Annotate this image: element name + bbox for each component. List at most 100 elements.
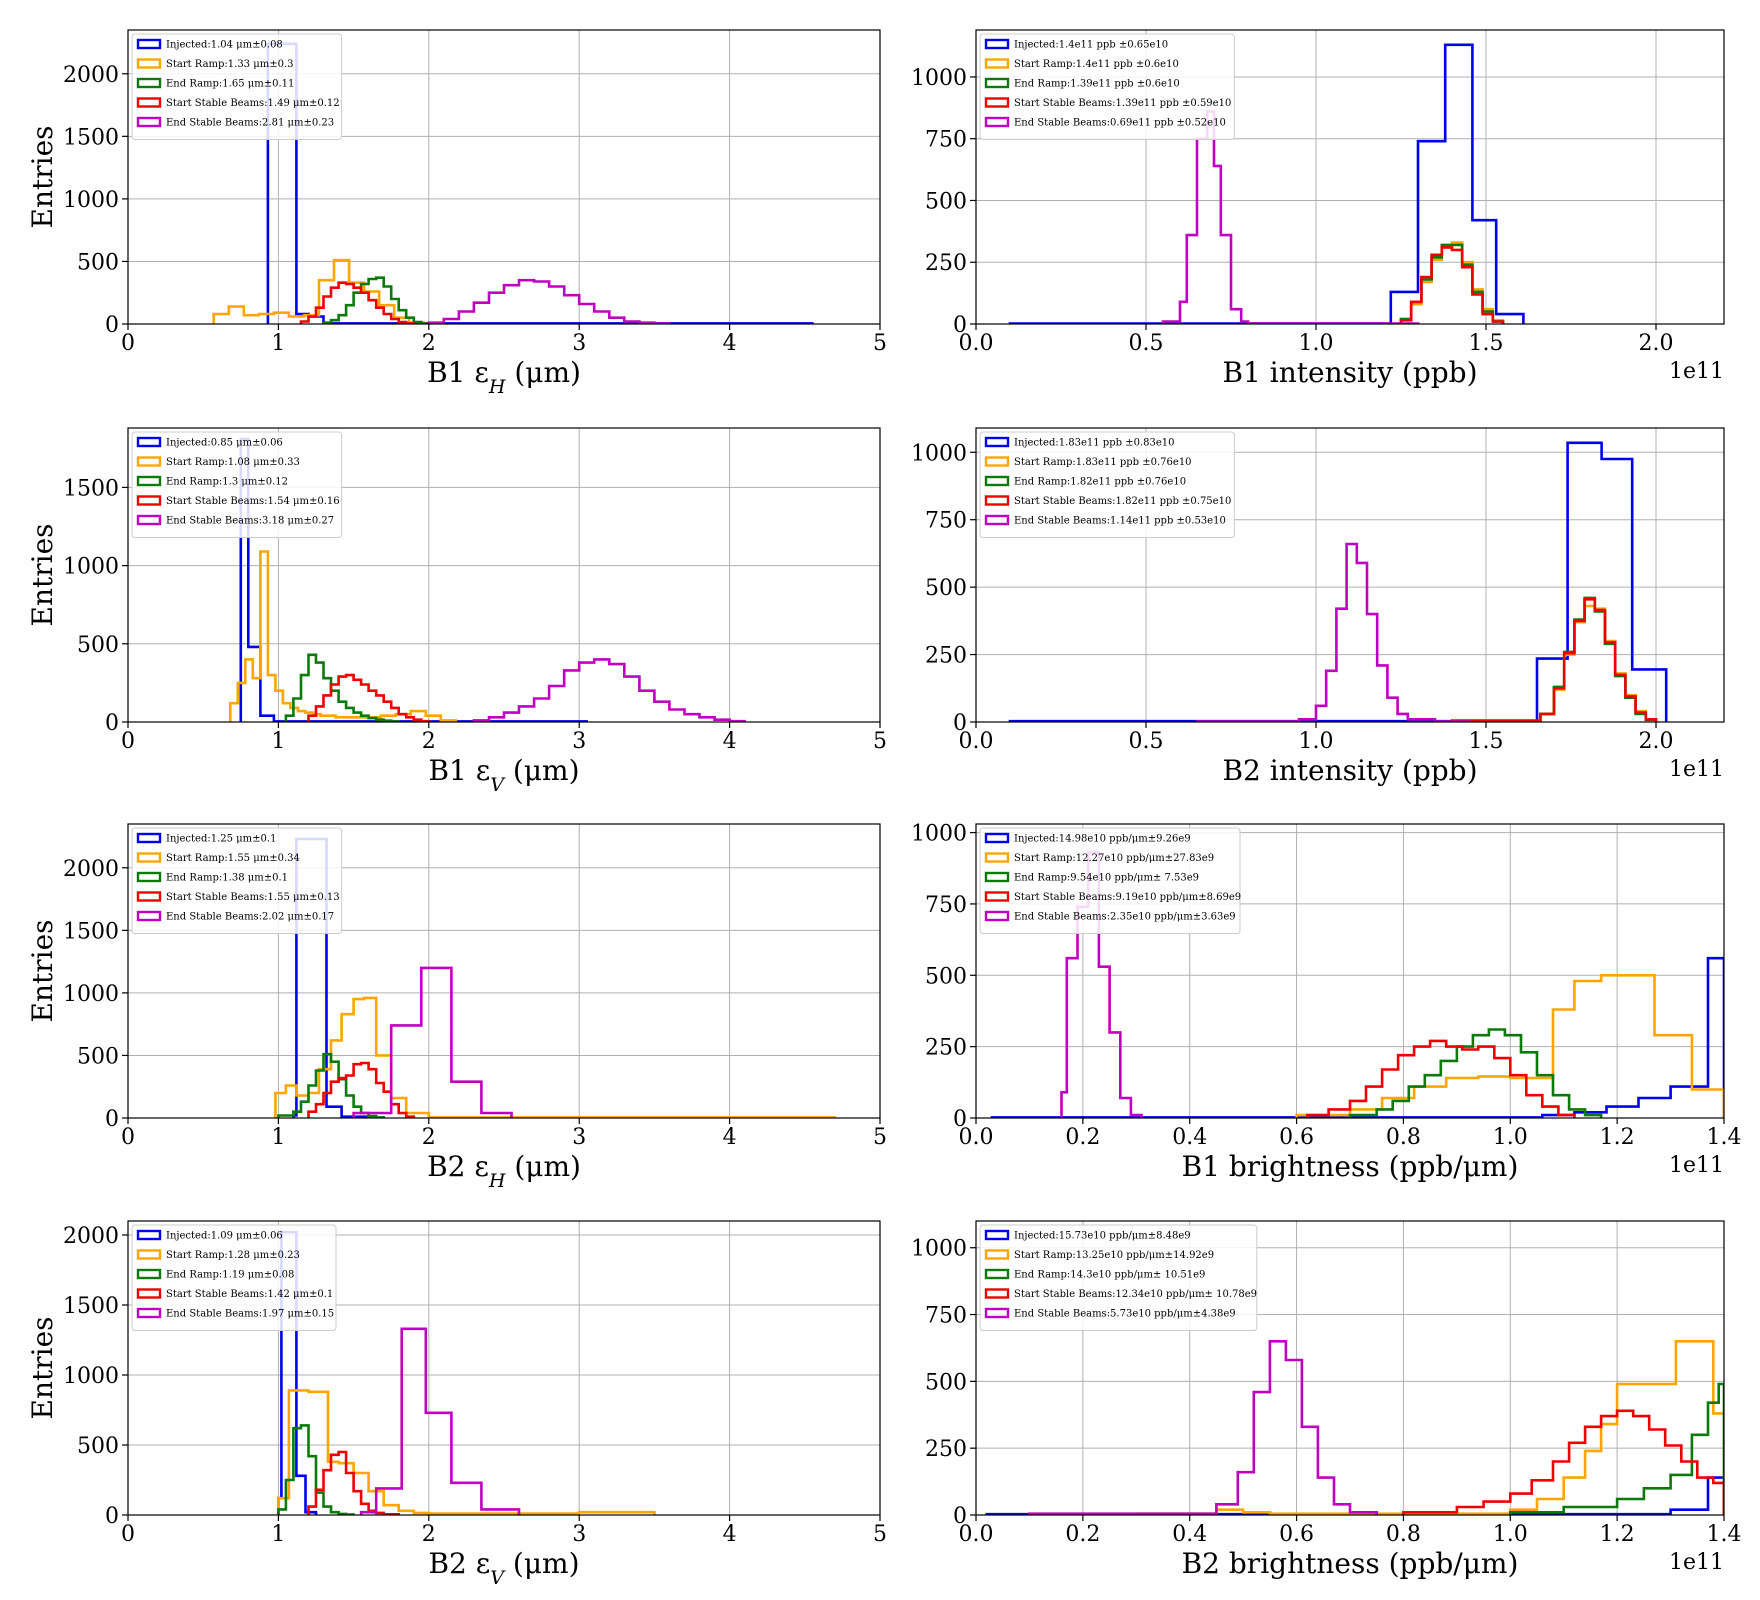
- legend-swatch: [984, 116, 1010, 128]
- histogram-series-end-stable-beams: [352, 966, 513, 1118]
- legend-swatch: [984, 97, 1010, 108]
- histogram-series-end-stable-beams: [1028, 1340, 1378, 1515]
- legend-entry: Start Stable Beams:1.49 μm±0.12: [166, 98, 340, 109]
- legend-entry: End Stable Beams:2.35e10 ppb/μm±3.63e9: [1014, 912, 1236, 923]
- legend-swatch: [136, 832, 162, 844]
- y-tick-label: 1000: [911, 66, 967, 91]
- legend-swatch: [136, 514, 162, 526]
- histogram-series-end-stable-beams: [427, 278, 671, 324]
- y-tick-label: 250: [925, 644, 967, 669]
- x-tick-label: 4: [723, 1125, 737, 1150]
- x-tick-label: 0.5: [1129, 331, 1164, 356]
- legend-entry: Start Ramp:1.33 μm±0.3: [166, 59, 294, 70]
- series-group: [274, 837, 837, 1118]
- y-tick-label: 1000: [911, 822, 967, 847]
- x-axis-label: B1 intensity (ppb): [1222, 356, 1477, 389]
- y-tick-label: 0: [953, 313, 967, 338]
- legend-entry: End Ramp:9.54e10 ppb/μm± 7.53e9: [1014, 873, 1199, 884]
- y-tick-label: 2000: [63, 857, 119, 882]
- x-axis-label: B1 brightness (ppb/μm): [1182, 1150, 1519, 1183]
- x-tick-label: 1.2: [1600, 1125, 1635, 1150]
- x-tick-label: 1.4: [1707, 1125, 1742, 1150]
- legend-entry: Start Stable Beams:1.42 μm±0.1: [166, 1289, 333, 1300]
- y-tick-label: 1000: [63, 188, 119, 213]
- legend-entry: Start Stable Beams:1.55 μm±0.13: [166, 892, 340, 903]
- legend-box: [979, 1224, 1258, 1331]
- y-tick-label: 250: [925, 1437, 967, 1462]
- legend-swatch: [136, 871, 162, 883]
- x-tick-label: 0: [121, 331, 135, 356]
- x-tick-label: 1: [271, 331, 285, 356]
- legend-box: [979, 827, 1241, 934]
- x-tick-label: 3: [572, 729, 586, 754]
- axes-frame: [975, 823, 1725, 1119]
- y-tick-label: 500: [925, 189, 967, 214]
- y-tick-label: 500: [925, 964, 967, 989]
- y-tick-label: 250: [925, 251, 967, 276]
- y-axis-label: Entries: [26, 125, 59, 228]
- series-group: [1008, 441, 1668, 722]
- chart-panel-b1-eh: 0 1 2 3 4 5 0 500 1000 1500 2000 B1 εH (μm) Entries I…: [26, 29, 887, 398]
- histogram-series-end-ramp: [322, 276, 431, 324]
- x-tick-label: 2: [422, 1125, 436, 1150]
- x-axis-label-unit: (μm): [505, 1150, 581, 1183]
- x-axis-label: B2 εH (μm): [427, 1150, 581, 1192]
- y-tick-label: 1000: [63, 1364, 119, 1389]
- histogram-series-end-stable-beams: [359, 1327, 521, 1515]
- legend-box: [979, 33, 1235, 140]
- histogram-series-end-ramp: [277, 1424, 355, 1515]
- x-tick-label: 3: [572, 1522, 586, 1547]
- x-axis-label: B1 εV (μm): [428, 754, 579, 796]
- x-axis-label: B2 brightness (ppb/μm): [1182, 1547, 1519, 1580]
- x-axis-label-main: B1 brightness (ppb/μm): [1182, 1150, 1519, 1183]
- x-tick-label: 2: [422, 1522, 436, 1547]
- legend-swatch: [136, 852, 162, 863]
- y-axis-label: Entries: [26, 919, 59, 1022]
- legend-entry: End Stable Beams:1.14e11 ppb ±0.53e10: [1014, 516, 1226, 527]
- x-tick-label: 5: [873, 729, 887, 754]
- legend-entry: Start Stable Beams:12.34e10 ppb/μm± 10.7…: [1014, 1289, 1257, 1300]
- chart-panel-b1-ev: 0 1 2 3 4 5 0 500 1000 1500 B1 εV (μm) Entries Injec…: [26, 427, 887, 796]
- y-tick-label: 2000: [63, 63, 119, 88]
- y-tick-label: 2000: [63, 1224, 119, 1249]
- histogram-series-start-ramp: [229, 550, 458, 722]
- x-axis-label-unit: (μm): [505, 356, 581, 389]
- legend-entry: End Ramp:1.3 μm±0.12: [166, 477, 288, 488]
- x-tick-label: 0.6: [1279, 1125, 1314, 1150]
- legend-entry: End Ramp:1.38 μm±0.1: [166, 873, 288, 884]
- x-axis-label-main: B2 ε: [428, 1547, 490, 1580]
- legend-swatch: [136, 891, 162, 902]
- histogram-series-end-ramp: [1509, 1382, 1724, 1515]
- legend-entry: Injected:1.04 μm±0.08: [166, 40, 283, 51]
- legend-entry: Start Ramp:1.55 μm±0.34: [166, 853, 300, 864]
- x-tick-label: 0.2: [1065, 1522, 1100, 1547]
- x-tick-label: 1: [271, 729, 285, 754]
- y-tick-label: 1000: [63, 982, 119, 1007]
- legend-entry: End Stable Beams:2.81 μm±0.23: [166, 118, 334, 129]
- legend-swatch: [984, 514, 1010, 526]
- x-tick-label: 0.0: [959, 1522, 994, 1547]
- legend-swatch: [136, 1268, 162, 1280]
- x-tick-label: 0.0: [959, 729, 994, 754]
- legend-swatch: [136, 1249, 162, 1260]
- y-tick-label: 750: [925, 509, 967, 534]
- legend-swatch: [984, 475, 1010, 487]
- histogram-series-end-ramp: [1399, 243, 1505, 324]
- legend-entry: End Stable Beams:5.73e10 ppb/μm±4.38e9: [1014, 1309, 1236, 1320]
- x-tick-label: 0: [121, 1522, 135, 1547]
- histogram-series-injected: [1008, 43, 1525, 324]
- legend-swatch: [984, 1268, 1010, 1280]
- axes-frame: [127, 29, 881, 325]
- legend-entry: End Stable Beams:2.02 μm±0.17: [166, 912, 334, 923]
- y-tick-label: 500: [77, 1044, 119, 1069]
- histogram-series-start-ramp: [274, 996, 837, 1118]
- x-tick-label: 0: [121, 1125, 135, 1150]
- x-tick-label: 1.5: [1469, 729, 1504, 754]
- x-axis-label-main: B1 ε: [427, 356, 489, 389]
- x-tick-label: 1: [271, 1522, 285, 1547]
- y-tick-label: 0: [105, 1107, 119, 1132]
- axes-frame: [127, 823, 881, 1119]
- legend-entry: Injected:15.73e10 ppb/μm±8.48e9: [1014, 1231, 1191, 1242]
- y-tick-label: 500: [77, 1434, 119, 1459]
- legend-swatch: [136, 436, 162, 448]
